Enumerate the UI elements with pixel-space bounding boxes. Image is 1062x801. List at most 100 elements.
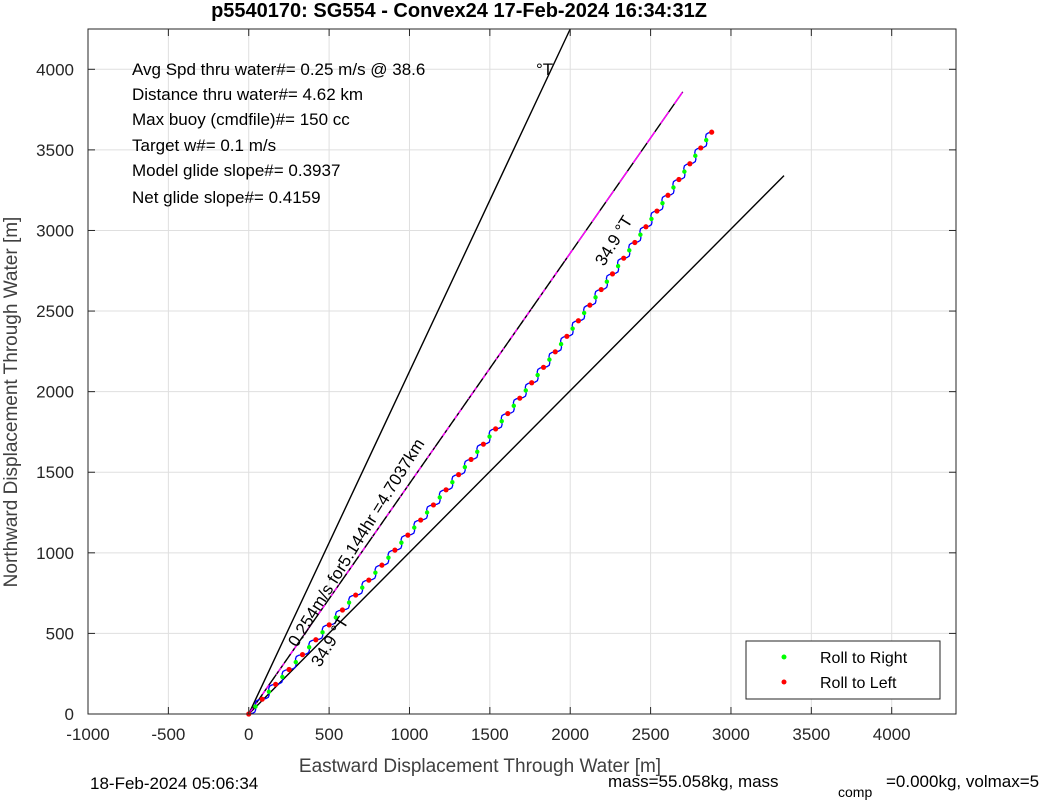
- roll-left-point: [621, 255, 627, 261]
- roll-left-point: [493, 426, 499, 432]
- roll-right-point: [399, 540, 404, 545]
- y-tick-label: 2000: [36, 383, 74, 402]
- roll-left-point: [418, 517, 424, 523]
- y-tick-label: 3000: [36, 221, 74, 240]
- roll-right-point: [437, 495, 442, 500]
- annotation-degrees: °T: [536, 60, 553, 79]
- annotation-net-glide: Net glide slope#= 0.4159: [132, 188, 321, 207]
- axis-ticks: -1000 -500 0 500 1000 1500 2000 2500 3000 3500 400…: [36, 29, 956, 744]
- roll-right-point: [253, 704, 258, 709]
- roll-right-point: [581, 310, 587, 316]
- roll-right-point: [462, 464, 468, 470]
- legend-box: [745, 640, 941, 700]
- roll-right-point: [649, 216, 654, 222]
- roll-left-point: [326, 622, 332, 628]
- roll-right-point: [346, 600, 352, 605]
- roll-left-point: [366, 577, 372, 583]
- roll-right-point: [424, 510, 430, 515]
- roll-right-point: [693, 153, 698, 159]
- roll-left-point: [313, 637, 319, 643]
- x-tick-label: 0: [244, 725, 253, 744]
- roll-left-point: [392, 547, 398, 553]
- x-tick-label: 2000: [551, 725, 589, 744]
- roll-left-point: [575, 318, 582, 324]
- roll-right-point: [386, 555, 391, 560]
- x-tick-label: 4000: [873, 725, 911, 744]
- annotation-distance: Distance thru water#= 4.62 km: [132, 85, 363, 104]
- x-tick-label: -500: [151, 725, 185, 744]
- roll-left-point: [517, 395, 523, 401]
- roll-left-point: [552, 349, 558, 355]
- roll-right-point: [499, 419, 504, 424]
- roll-left-point: [529, 380, 535, 386]
- x-tick-label: 1000: [391, 725, 429, 744]
- footer-timestamp: 18-Feb-2024 05:06:34: [90, 774, 258, 793]
- reference-lines: [248, 28, 785, 715]
- roll-points: [246, 129, 715, 717]
- roll-left-point: [299, 652, 306, 658]
- roll-right-point: [266, 689, 272, 694]
- y-tick-label: 500: [46, 624, 74, 643]
- roll-left-point: [665, 192, 671, 198]
- legend-marker-roll-right: [781, 654, 787, 660]
- roll-right-point: [535, 372, 540, 378]
- x-axis-label: Eastward Displacement Through Water [m]: [299, 756, 661, 777]
- roll-right-point: [547, 357, 552, 362]
- roll-left-point: [430, 502, 437, 508]
- roll-right-point: [638, 232, 643, 237]
- reference-line-1: [248, 175, 785, 715]
- annotation-target-w: Target w#= 0.1 m/s: [132, 136, 276, 155]
- roll-right-point: [671, 185, 676, 190]
- y-tick-label: 1000: [36, 544, 74, 563]
- roll-left-point: [480, 441, 487, 447]
- annotation-max-buoy: Max buoy (cmdfile)#= 150 cc: [132, 110, 350, 129]
- y-tick-label: 3500: [36, 141, 74, 160]
- roll-left-point: [540, 364, 547, 370]
- roll-left-point: [698, 145, 704, 151]
- roll-left-point: [654, 208, 660, 214]
- y-tick-label: 0: [65, 705, 74, 724]
- roll-right-point: [280, 674, 285, 680]
- roll-left-point: [468, 456, 474, 463]
- y-axis-label: Northward Displacement Through Water [m]: [1, 217, 22, 588]
- roll-left-point: [443, 487, 449, 493]
- grid: [87, 29, 956, 715]
- x-tick-label: 500: [315, 725, 343, 744]
- roll-left-point: [632, 239, 638, 246]
- roll-right-point: [333, 615, 339, 620]
- roll-left-point: [379, 562, 385, 568]
- roll-left-point: [286, 666, 292, 673]
- roll-right-point: [306, 645, 312, 650]
- roll-right-point: [615, 263, 621, 269]
- roll-right-point: [627, 248, 632, 253]
- roll-right-point: [511, 403, 516, 409]
- legend-label-roll-right: Roll to Right: [820, 650, 908, 667]
- x-tick-label: -1000: [66, 725, 109, 744]
- roll-left-point: [456, 472, 462, 478]
- roll-left-point: [598, 286, 604, 293]
- roll-right-point: [487, 434, 492, 439]
- roll-right-point: [293, 659, 298, 665]
- roll-left-point: [273, 681, 279, 687]
- roll-right-point: [604, 279, 610, 284]
- roll-right-point: [558, 341, 564, 347]
- roll-right-point: [682, 169, 687, 174]
- roll-right-point: [373, 570, 378, 575]
- legend: Roll to Right Roll to Left: [745, 640, 941, 700]
- roll-left-point: [609, 271, 616, 277]
- annotation-model-glide: Model glide slope#= 0.3937: [132, 161, 340, 180]
- roll-right-point: [475, 449, 480, 455]
- roll-left-point: [676, 176, 682, 183]
- roll-right-point: [704, 137, 709, 143]
- roll-right-point: [320, 630, 325, 635]
- x-tick-label: 1500: [471, 725, 509, 744]
- reference-line-0: [248, 28, 571, 715]
- y-tick-label: 2500: [36, 302, 74, 321]
- roll-left-point: [709, 129, 715, 135]
- annotation-block: Avg Spd thru water#= 0.25 m/s @ 38.6 °T …: [132, 60, 553, 207]
- axes-box: [87, 28, 957, 715]
- dashed-track-line: [248, 257, 568, 715]
- roll-right-point: [412, 525, 417, 530]
- roll-right-point: [570, 326, 575, 331]
- roll-left-point: [564, 333, 570, 339]
